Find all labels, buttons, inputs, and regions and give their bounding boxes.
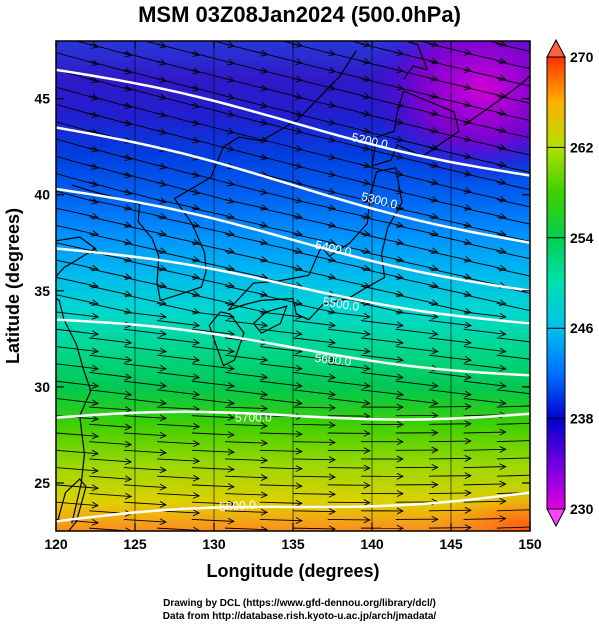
colorbar: 270 262 254 246 238 230 [546,38,594,528]
colorbar-tick-262: 262 [570,139,594,155]
x-tick-135: 135 [281,536,305,552]
credit-data: Data from http://database.rish.kyoto-u.a… [162,611,437,622]
colorbar-max-arrow [546,38,566,58]
coastline-8 [403,41,429,80]
y-tick-30: 30 [34,379,50,395]
contour-5800 [56,491,530,523]
y-tick-35: 35 [34,283,50,299]
coastline-4 [208,311,245,367]
coastline-3 [57,478,87,531]
contour-label-5700: 5700.0 [235,410,272,424]
colorbar-tick-254: 254 [570,230,594,246]
x-tick-125: 125 [123,536,147,552]
contour-label-5800: 5800.0 [219,498,257,514]
y-tick-45: 45 [34,91,50,107]
credit-drawing: Drawing by DCL (https://www.gfd-dennou.o… [163,598,436,609]
x-tick-120: 120 [44,536,68,552]
x-tick-130: 130 [202,536,226,552]
x-axis-label: Longitude (degrees) [206,561,379,581]
x-tick-145: 145 [439,536,463,552]
x-axis: 120 125 130 135 140 145 150 [44,41,542,552]
contour-label-5600: 5600.0 [314,351,352,369]
contour-5300 [56,126,530,245]
colorbar-min-arrow [546,508,566,528]
y-axis: 25 30 35 40 45 [34,91,530,491]
wind-streamlines [56,41,530,531]
coastline-5 [253,305,288,334]
colorbar-tick-238: 238 [570,411,594,427]
contour-label-5500: 5500.0 [322,294,361,314]
coastlines [56,41,530,531]
contour-5200 [56,68,530,177]
y-axis-label: Latitude (degrees) [3,208,23,364]
contour-5700 [56,410,530,421]
colorbar-tick-246: 246 [570,320,594,336]
chart-title: MSM 03Z08Jan2024 (500.0hPa) [138,2,461,27]
y-tick-25: 25 [34,475,50,491]
contour-5400 [56,187,530,293]
x-tick-150: 150 [518,536,542,552]
contour-5600 [56,318,530,377]
y-tick-40: 40 [34,187,50,203]
coastline-9 [463,75,530,126]
colorbar-tick-230: 230 [570,501,594,517]
x-tick-140: 140 [360,536,384,552]
coastline-1 [71,50,357,302]
plot-area: 5200.05300.05400.05500.05600.05700.05800… [56,41,530,531]
colorbar-tick-270: 270 [570,49,594,65]
contour-5500 [56,247,530,325]
